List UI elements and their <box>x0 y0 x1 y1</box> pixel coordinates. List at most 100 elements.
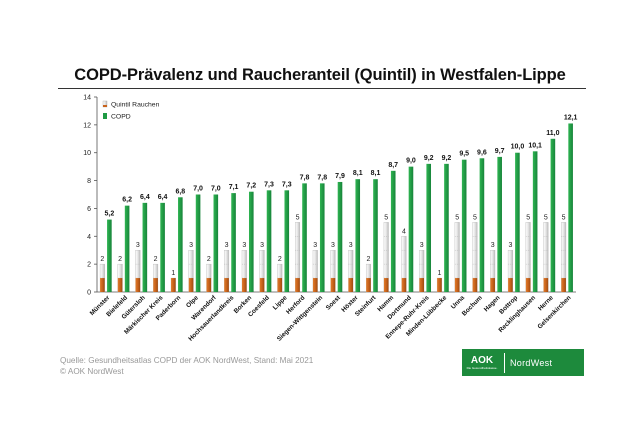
smoking-bar-base <box>277 278 283 292</box>
smoking-bar-base <box>330 278 336 292</box>
copd-bar <box>231 193 236 292</box>
copd-label: 7,2 <box>246 183 256 190</box>
legend-copd-label: COPD <box>111 114 131 121</box>
y-tick-label: 8 <box>87 178 91 185</box>
y-tick-label: 6 <box>87 206 91 213</box>
copd-bar <box>550 138 556 292</box>
smoking-label: 3 <box>260 242 264 249</box>
copd-bar <box>515 152 520 292</box>
category-label: Gelsenkirchen <box>536 294 572 330</box>
copd-bar <box>568 123 573 292</box>
copd-label: 9,0 <box>406 158 416 165</box>
copd-bar <box>497 156 502 292</box>
copd-bar <box>160 202 165 292</box>
copd-label: 7,0 <box>193 186 203 193</box>
smoking-label: 3 <box>331 242 335 249</box>
copd-label: 9,7 <box>495 148 505 155</box>
copyright-line: © AOK NordWest <box>60 367 124 376</box>
copd-bar <box>426 163 432 292</box>
copd-bar <box>319 183 325 292</box>
smoking-label: 3 <box>242 242 246 249</box>
legend-smoking-swatch-base <box>103 105 107 107</box>
smoking-bar-base <box>472 278 478 292</box>
y-tick-label: 2 <box>87 262 91 269</box>
logo-region: NordWest <box>510 357 553 368</box>
copd-label: 12,1 <box>564 114 578 121</box>
copd-label: 7,3 <box>282 181 292 188</box>
copd-label: 6,4 <box>140 194 150 201</box>
chart: 0246810121425,2Münster26,2Bielefeld36,4G… <box>83 95 578 343</box>
copd-label: 9,2 <box>424 155 434 162</box>
smoking-label: 5 <box>562 214 566 221</box>
y-tick-label: 10 <box>83 150 91 157</box>
smoking-label: 5 <box>455 214 459 221</box>
copd-label: 11,0 <box>546 130 559 137</box>
copd-label: 6,8 <box>175 188 185 195</box>
copd-label: 7,0 <box>211 186 221 193</box>
smoking-label: 2 <box>154 256 158 263</box>
smoking-label: 1 <box>171 270 175 277</box>
smoking-bar-base <box>454 278 460 292</box>
legend-copd-swatch <box>103 113 107 119</box>
copd-bar <box>142 202 148 292</box>
copd-label: 6,2 <box>122 197 132 204</box>
aok-logo: AOK Die Gesundheitskasse. NordWest <box>462 349 584 376</box>
smoking-bar-base <box>525 278 531 292</box>
smoking-label: 3 <box>225 242 229 249</box>
smoking-label: 3 <box>136 242 140 249</box>
smoking-bar-base <box>490 278 495 292</box>
smoking-bar-base <box>543 278 549 292</box>
copd-bar <box>532 151 538 292</box>
smoking-bar-base <box>241 278 247 292</box>
y-tick-label: 4 <box>87 234 91 241</box>
smoking-label: 3 <box>508 242 512 249</box>
copd-bar <box>266 190 272 292</box>
y-tick-label: 0 <box>87 290 91 297</box>
smoking-label: 2 <box>207 256 211 263</box>
logo-divider <box>504 352 505 373</box>
smoking-label: 4 <box>402 228 406 235</box>
smoking-label: 5 <box>384 214 388 221</box>
y-tick-label: 12 <box>83 122 91 129</box>
smoking-bar-base <box>419 278 425 292</box>
copd-label: 8,1 <box>371 170 381 177</box>
source-line: Quelle: Gesundheitsatlas COPD der AOK No… <box>60 356 314 365</box>
smoking-label: 5 <box>473 214 477 221</box>
smoking-bar-base <box>135 278 141 292</box>
copd-label: 7,1 <box>229 184 239 191</box>
copd-label: 10,1 <box>528 142 542 149</box>
copd-bar <box>124 205 130 292</box>
copd-bar <box>390 170 396 292</box>
logo-subtext: Die Gesundheitskasse. <box>466 366 498 370</box>
smoking-label: 5 <box>296 214 300 221</box>
y-tick-label: 14 <box>83 95 91 102</box>
source-note: Quelle: Gesundheitsatlas COPD der AOK No… <box>60 355 313 377</box>
smoking-bar-base <box>206 278 212 292</box>
copd-label: 9,6 <box>477 149 487 156</box>
smoking-label: 3 <box>189 242 193 249</box>
smoking-label: 2 <box>278 256 282 263</box>
smoking-label: 3 <box>349 242 353 249</box>
smoking-label: 5 <box>526 214 530 221</box>
copd-label: 10,0 <box>511 144 525 151</box>
copd-label: 5,2 <box>105 211 115 218</box>
copd-bar <box>302 183 307 292</box>
smoking-label: 3 <box>313 242 317 249</box>
copd-bar <box>355 179 361 292</box>
smoking-bar-base <box>401 278 407 292</box>
smoking-bar-base <box>366 278 371 292</box>
smoking-label: 3 <box>420 242 424 249</box>
smoking-bar-base <box>153 278 158 292</box>
copd-bar <box>408 166 414 292</box>
smoking-bar-base <box>188 278 194 292</box>
smoking-bar-base <box>224 278 229 292</box>
copd-label: 7,9 <box>335 173 345 180</box>
smoking-bar-base <box>508 278 513 292</box>
copd-bar <box>479 158 485 292</box>
copd-bar <box>373 179 378 292</box>
smoking-bar-base <box>312 278 318 292</box>
copd-bar <box>213 194 219 292</box>
copd-bar <box>248 191 254 292</box>
smoking-label: 1 <box>437 270 441 277</box>
copd-label: 7,3 <box>264 181 274 188</box>
